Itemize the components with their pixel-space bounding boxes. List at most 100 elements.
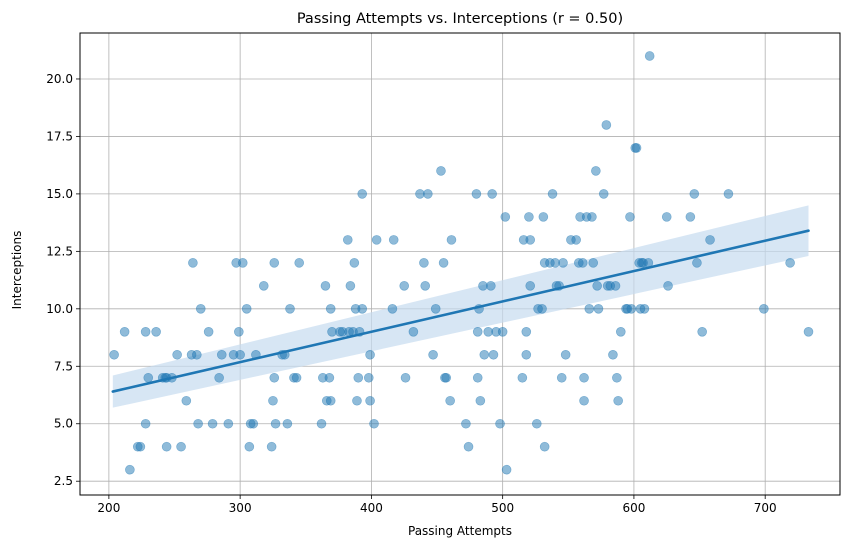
scatter-point [644,51,655,61]
x-tick-label: 300 [229,501,252,515]
scatter-point [125,464,135,475]
scatter-point [571,235,581,245]
scatter-point [423,189,433,199]
scatter-point [613,395,623,406]
scatter-point [639,304,650,314]
scatter-point [223,418,234,429]
scatter-point [521,327,532,337]
x-axis-ticks: 200 300 400 500 600 700 [97,495,777,515]
scatter-point [556,372,567,383]
scatter-point [705,235,715,245]
scatter-point [472,327,483,337]
scatter-point [420,281,431,291]
scatter-point [488,349,499,360]
scatter-point [723,189,734,199]
scatter-point [195,304,206,314]
y-tick-label: 2.5 [54,474,73,488]
scatter-point [525,235,536,245]
scatter-point [500,212,511,222]
scatter-point [537,304,547,314]
y-axis-ticks: 2.5 5.0 7.5 10.0 12.5 15.0 17.5 20.0 [46,72,80,488]
chart-title: Passing Attempts vs. Interceptions (r = … [297,11,623,27]
scatter-point [539,441,550,452]
regression-line-group [111,229,810,393]
scatter-point [759,304,769,314]
scatter-point [316,418,327,429]
scatter-point [325,304,336,314]
scatter-point [270,418,281,429]
scatter-point [345,281,356,291]
scatter-point [486,281,496,291]
scatter-point [357,304,368,314]
y-tick-label: 17.5 [46,129,73,143]
scatter-point [592,281,602,291]
x-tick-label: 400 [360,501,383,515]
scatter-point [560,349,571,360]
x-axis-label: Passing Attempts [408,524,512,538]
scatter-point [601,120,612,130]
scatter-point [193,418,203,429]
scatter-point [325,395,336,406]
scatter-point [244,441,255,452]
scatter-point [436,166,446,176]
scatter-point [663,281,673,291]
scatter-point [357,189,368,199]
data-points [109,51,814,475]
scatter-point [525,281,536,291]
scatter-point [399,281,410,291]
scatter-point [365,349,375,360]
scatter-point [785,258,795,268]
scatter-point [258,281,269,291]
scatter-point [285,304,295,314]
scatter-point [579,395,589,406]
scatter-point [631,143,642,153]
scatter-point [192,349,202,360]
y-tick-label: 15.0 [46,187,73,201]
scatter-point [369,418,379,429]
scatter-point [689,189,700,199]
scatter-point [268,395,278,406]
scatter-point [685,212,696,222]
scatter-point [445,395,455,406]
scatter-point [610,281,621,291]
scatter-point [143,372,154,383]
scatter-point [579,372,589,383]
scatter-point [517,372,528,383]
scatter-point [320,281,331,291]
x-tick-label: 500 [491,501,514,515]
scatter-point [352,395,362,406]
scatter-point [591,166,601,176]
scatter-point [598,189,609,199]
scatter-point [408,327,419,337]
scatter-point [353,372,364,383]
scatter-point [461,418,471,429]
scatter-point [472,372,483,383]
scatter-point [140,327,151,337]
scatter-point [203,327,214,337]
y-tick-label: 7.5 [54,359,73,373]
x-tick-label: 600 [622,501,645,515]
scatter-point [400,372,411,383]
scatter-point [365,395,375,406]
scatter-point [531,418,542,429]
scatter-point [176,441,186,452]
scatter-point [558,258,568,268]
scatter-point [151,327,161,337]
scatter-point [140,418,151,429]
scatter-point [181,395,192,406]
scatter-point [430,304,441,314]
y-tick-label: 12.5 [46,244,73,258]
scatter-point [266,441,277,452]
scatter-point [626,304,637,314]
plot-frame [79,32,841,496]
scatter-point [446,235,457,245]
scatter-point [119,327,130,337]
regression-line [111,229,810,393]
scatter-point [697,327,707,337]
scatter-point [479,349,490,360]
scatter-point [188,258,198,268]
scatter-point [214,372,224,383]
scatter-point [419,258,429,268]
scatter-point [234,327,244,337]
